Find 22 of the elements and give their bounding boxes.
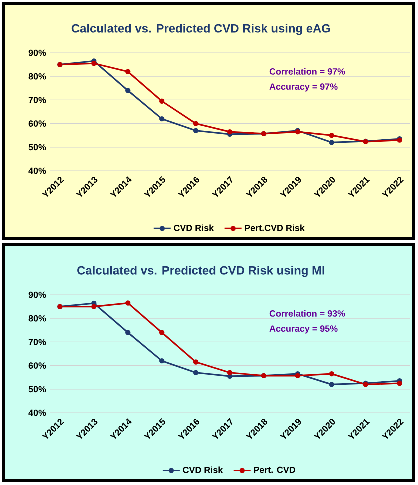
- annotation: Correlation = 93%: [270, 310, 346, 317]
- y-tick-label: 50%: [28, 386, 46, 393]
- y-tick-label: 60%: [28, 120, 46, 127]
- y-tick-label: 80%: [28, 315, 46, 322]
- y-tick-label: 90%: [28, 292, 46, 298]
- y-tick-label: 80%: [28, 73, 46, 80]
- y-tick-label: 90%: [28, 50, 46, 56]
- chart-title: Calculated vs. Predicted CVD Risk using MI: [78, 266, 325, 278]
- y-tick-label: 70%: [28, 97, 46, 104]
- legend-label: Pert.CVD Risk: [245, 224, 305, 232]
- chart-title: Calculated vs. Predicted CVD Risk using eAG: [72, 24, 330, 36]
- y-tick-label: 50%: [28, 144, 46, 151]
- legend-label: CVD Risk: [183, 466, 224, 474]
- legend-label: Pert. CVD: [254, 466, 296, 474]
- annotation: Correlation = 97%: [270, 68, 346, 75]
- y-tick-label: 40%: [28, 168, 46, 174]
- y-tick-label: 40%: [28, 410, 46, 416]
- annotation: Accuracy = 97%: [270, 84, 338, 92]
- y-tick-label: 60%: [28, 362, 46, 369]
- annotation: Accuracy = 95%: [270, 326, 338, 334]
- y-tick-label: 70%: [28, 339, 46, 346]
- legend-label: CVD Risk: [174, 224, 214, 232]
